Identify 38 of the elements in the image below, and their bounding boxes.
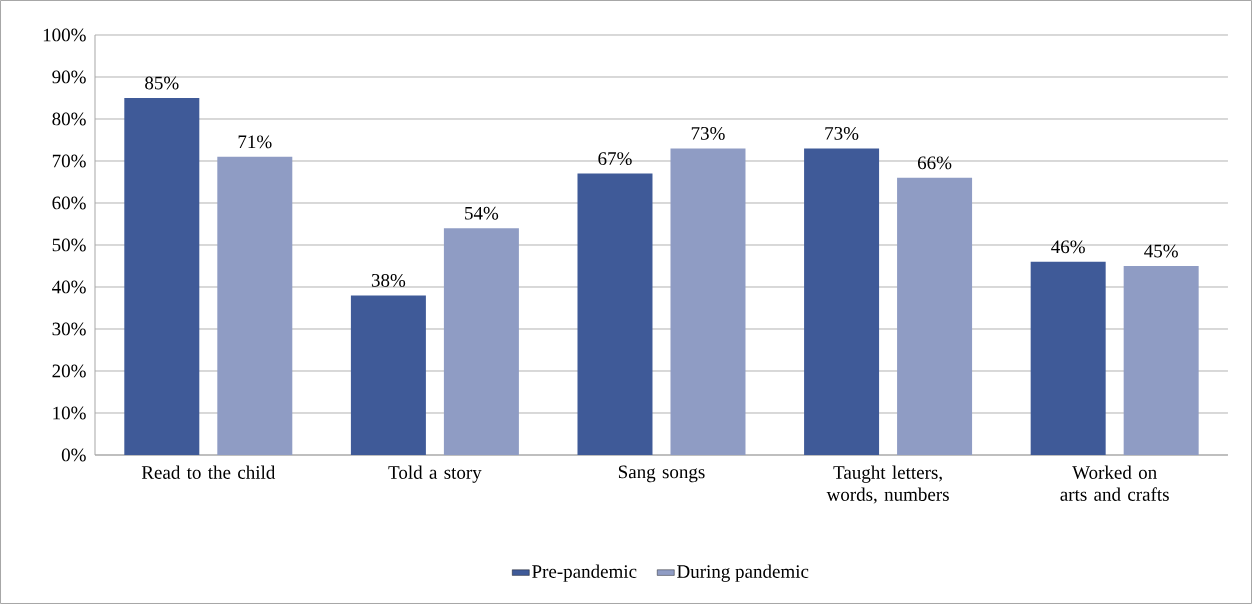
y-tick-label: 80% <box>52 112 86 126</box>
y-tick-label: 90% <box>52 70 86 84</box>
bar <box>350 295 426 455</box>
data-label: 67% <box>598 152 632 166</box>
legend-label: During pandemic <box>677 564 809 582</box>
y-tick-label: 70% <box>52 154 86 168</box>
x-tick-label: Read to the child <box>141 465 276 479</box>
data-label: 85% <box>145 76 179 90</box>
y-tick-label: 60% <box>52 196 86 210</box>
y-tick-label: 50% <box>52 238 86 252</box>
x-tick-label: Sang songs <box>618 465 705 483</box>
bar <box>443 228 519 455</box>
y-tick-label: 40% <box>52 280 86 294</box>
x-tick-label: Taught letters, words, numbers <box>826 465 949 504</box>
y-tick-label: 0% <box>61 448 86 462</box>
y-tick-label: 10% <box>53 406 86 420</box>
legend-label: Pre-pandemic <box>532 564 637 582</box>
bar <box>217 156 293 455</box>
data-label: 71% <box>238 135 272 149</box>
data-label: 45% <box>1144 244 1178 258</box>
bar <box>124 97 200 455</box>
data-label: 46% <box>1051 240 1085 254</box>
data-label: 73% <box>825 126 859 140</box>
data-label: 73% <box>691 126 725 140</box>
bar <box>577 173 653 455</box>
x-tick-label: Told a story <box>388 465 482 483</box>
data-label: 66% <box>917 156 952 170</box>
bar <box>1030 261 1106 455</box>
y-tick-label: 30% <box>52 322 86 336</box>
y-tick-label: 100% <box>43 28 86 42</box>
y-tick-label: 20% <box>52 364 86 378</box>
bar <box>804 148 880 455</box>
data-label: 54% <box>465 206 499 220</box>
bar <box>897 177 973 455</box>
x-tick-label: Worked on arts and crafts <box>1060 465 1169 501</box>
bar <box>670 148 746 455</box>
bar <box>1123 265 1199 455</box>
data-label: 38% <box>371 273 406 287</box>
